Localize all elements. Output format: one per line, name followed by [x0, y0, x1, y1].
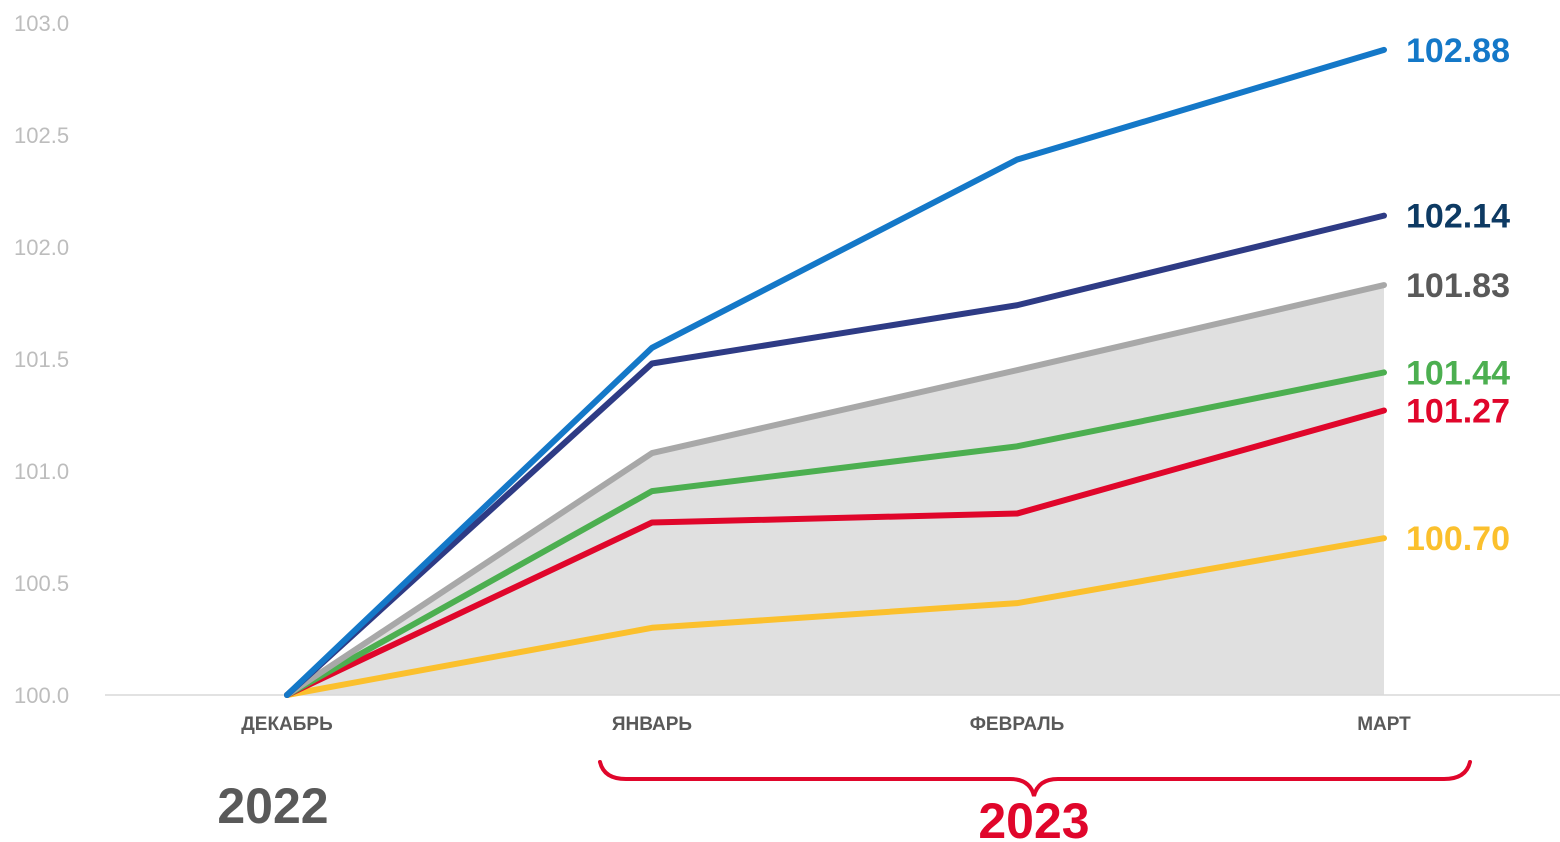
series-end-label: 101.83	[1406, 267, 1510, 305]
series-lines	[284, 46, 1387, 698]
series-line	[284, 535, 1387, 698]
shaded-area	[287, 285, 1384, 695]
y-tick-label: 101.5	[14, 347, 69, 372]
series-line	[284, 282, 1387, 698]
y-tick-label: 103.0	[14, 11, 69, 36]
series-line	[284, 46, 1387, 698]
year-2023-label: 2023	[978, 793, 1089, 842]
y-tick-label: 102.5	[14, 123, 69, 148]
series-end-label: 101.44	[1406, 354, 1510, 392]
x-tick-label: ДЕКАБРЬ	[241, 714, 333, 735]
y-tick-label: 102.0	[14, 235, 69, 260]
series-end-label: 100.70	[1406, 520, 1510, 558]
shaded-area-layer	[287, 285, 1384, 695]
x-tick-label: МАРТ	[1357, 714, 1411, 735]
y-tick-label: 101.0	[14, 459, 69, 484]
y-tick-label: 100.0	[14, 683, 69, 708]
series-end-label: 101.27	[1406, 393, 1510, 431]
y-tick-label: 100.5	[14, 571, 69, 596]
y-axis-ticks: 100.0 100.5 101.0 101.5 102.0 102.5 103.0	[14, 11, 69, 708]
year-2022-label: 2022	[217, 778, 328, 834]
series-line	[284, 369, 1387, 698]
series-line	[284, 407, 1387, 698]
x-axis-ticks: ДЕКАБРЬ ЯНВАРЬ ФЕВРАЛЬ МАРТ	[241, 714, 1411, 735]
series-end-label: 102.88	[1406, 32, 1510, 70]
series-line	[284, 212, 1387, 698]
x-tick-label: ЯНВАРЬ	[612, 714, 692, 735]
x-tick-label: ФЕВРАЛЬ	[970, 714, 1065, 735]
series-end-label: 102.14	[1406, 198, 1510, 236]
year-2023-brace	[598, 760, 1472, 797]
